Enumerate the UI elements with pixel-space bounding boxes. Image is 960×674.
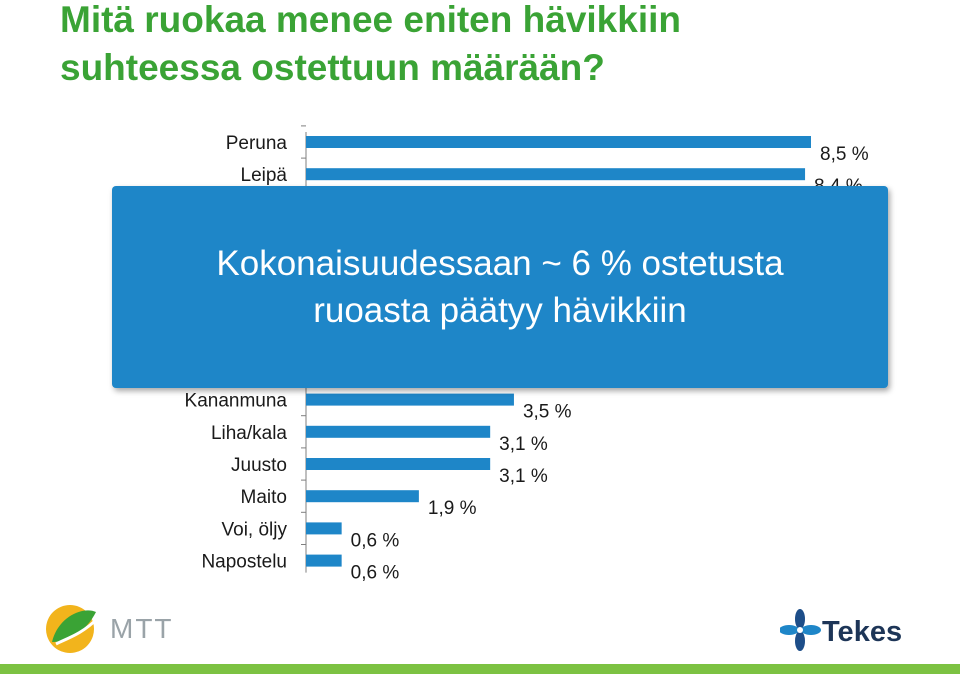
tekes-logo-text: Tekes [822, 616, 902, 648]
category-label: Napostelu [201, 552, 287, 573]
bar [306, 458, 491, 470]
category-label: Kananmuna [185, 391, 288, 412]
data-label: 3,1 % [499, 434, 548, 455]
mtt-logo-text: MTT [110, 613, 174, 644]
callout-line-1: Kokonaisuudessaan ~ 6 % ostetusta [216, 244, 784, 283]
bar [306, 554, 342, 567]
title-line-1: Mitä ruokaa menee eniten hävikkiin [60, 0, 681, 40]
mtt-logo-leaf-icon [52, 610, 96, 642]
data-label: 0,6 % [351, 530, 400, 551]
bar [306, 490, 419, 503]
bar [306, 393, 514, 406]
category-label: Maito [241, 487, 287, 508]
page-title: Mitä ruokaa menee eniten hävikkiin suhte… [60, 0, 940, 92]
data-label: 8,5 % [820, 144, 869, 165]
summary-callout: Kokonaisuudessaan ~ 6 % ostetusta ruoast… [112, 186, 888, 388]
data-label: 3,1 % [499, 466, 548, 487]
mtt-logo: MTT [46, 605, 174, 653]
bar [306, 136, 811, 148]
data-label: 3,5 % [523, 402, 572, 423]
category-label: Voi, öljy [222, 519, 288, 540]
data-label: 0,6 % [351, 563, 400, 584]
title-line-2: suhteessa ostettuun määrään? [60, 47, 605, 88]
tekes-star-icon [780, 609, 821, 651]
tekes-logo: Tekes [780, 609, 902, 651]
category-label: Peruna [226, 133, 288, 154]
category-label: Liha/kala [211, 423, 287, 444]
category-label: Juusto [231, 455, 287, 476]
data-label: 1,9 % [428, 498, 477, 519]
bottom-accent-bar [0, 664, 960, 674]
bar [306, 522, 342, 535]
callout-line-2: ruoasta päätyy hävikkiin [313, 291, 687, 330]
bar [306, 425, 491, 438]
category-label: Leipä [241, 165, 288, 186]
bar [306, 168, 806, 181]
